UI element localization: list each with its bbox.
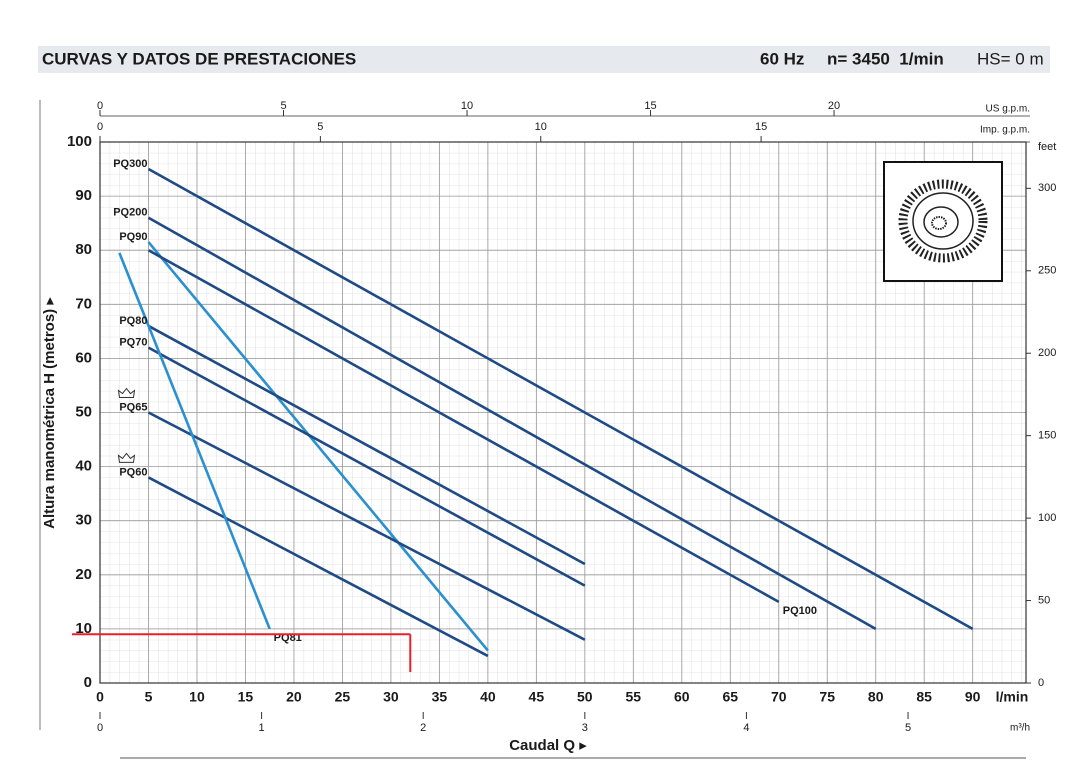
- x-tick-label: 55: [626, 689, 642, 705]
- y2-tick-label: 0: [1038, 677, 1044, 689]
- x-tick-label: 75: [819, 689, 835, 705]
- x-tick-label: 20: [286, 689, 302, 705]
- y-tick-label: 30: [75, 512, 92, 529]
- chart: CURVAS Y DATOS DE PRESTACIONES 60 Hz n= …: [0, 0, 1067, 782]
- y-tick-label: 40: [75, 458, 92, 475]
- curve-label: PQ100: [783, 605, 817, 617]
- y2-tick-label: 50: [1038, 594, 1050, 606]
- extra-axis-tick-label: 4: [743, 722, 749, 734]
- x-tick-label: 65: [722, 689, 738, 705]
- x-tick-label: 0: [96, 689, 104, 705]
- extra-axis-tick-label: 3: [582, 722, 588, 734]
- extra-axis-tick-label: 0: [97, 722, 103, 734]
- y2-tick-label: 200: [1038, 347, 1056, 359]
- x-tick-label: 5: [145, 689, 153, 705]
- x-tick-label: 40: [480, 689, 496, 705]
- impeller-bore: [932, 217, 946, 229]
- extra-axis-tick-label: 1: [259, 722, 265, 734]
- y2-tick-label: 250: [1038, 265, 1056, 277]
- curve-label: PQ70: [119, 336, 147, 348]
- x-tick-label: 30: [383, 689, 399, 705]
- x-tick-label: 15: [238, 689, 254, 705]
- extra-axis-tick-label: 15: [644, 100, 656, 112]
- x-tick-label: 85: [916, 689, 932, 705]
- y-tick-label: 90: [75, 187, 92, 204]
- extra-axis-tick-label: 0: [97, 121, 103, 133]
- x-tick-label: 80: [868, 689, 884, 705]
- y-axis-title: Altura manométrica H (metros) ▸: [41, 297, 58, 529]
- extra-axis-tick-label: 10: [535, 121, 547, 133]
- speed: n= 3450 1/min: [827, 49, 944, 68]
- extra-axis-unit: m³/h: [1010, 723, 1030, 734]
- x-axis-title: Caudal Q ▸: [509, 737, 587, 754]
- y2-tick-label: 300: [1038, 182, 1056, 194]
- x-tick-label: 90: [965, 689, 981, 705]
- curve-label: PQ90: [119, 231, 147, 243]
- x-tick-label: 70: [771, 689, 787, 705]
- curve-label: PQ300: [113, 158, 147, 170]
- extra-axis-tick-label: 15: [755, 121, 767, 133]
- y-tick-label: 20: [75, 566, 92, 583]
- x-tick-label: 60: [674, 689, 690, 705]
- x-tick-label: 50: [577, 689, 593, 705]
- extra-axis-tick-label: 20: [828, 100, 840, 112]
- y-tick-label: 70: [75, 295, 92, 312]
- curve-label: PQ60: [119, 466, 147, 478]
- x-tick-label: 25: [335, 689, 351, 705]
- extra-axis-unit: Imp. g.p.m.: [980, 125, 1030, 136]
- y2-tick-label: 150: [1038, 430, 1056, 442]
- y2-tick-label: 100: [1038, 512, 1056, 524]
- y2-unit: feet: [1038, 141, 1056, 153]
- extra-axis-tick-label: 5: [317, 121, 323, 133]
- x-tick-label: 45: [529, 689, 545, 705]
- x-unit: l/min: [996, 689, 1029, 705]
- y-tick-label: 0: [84, 674, 92, 691]
- extra-axis-tick-label: 5: [905, 722, 911, 734]
- chart-title: CURVAS Y DATOS DE PRESTACIONES: [42, 49, 356, 68]
- extra-axis-tick-label: 5: [280, 100, 286, 112]
- extra-axis-tick-label: 10: [461, 100, 473, 112]
- extra-axis-tick-label: 2: [420, 722, 426, 734]
- extra-axis-unit: US g.p.m.: [986, 104, 1030, 115]
- y-tick-label: 50: [75, 403, 92, 420]
- curve-label: PQ65: [119, 401, 147, 413]
- suction-head: HS= 0 m: [977, 49, 1044, 68]
- x-tick-label: 10: [189, 689, 205, 705]
- y-tick-label: 100: [67, 133, 92, 150]
- y-tick-label: 80: [75, 241, 92, 258]
- frequency: 60 Hz: [760, 49, 804, 68]
- y-tick-label: 60: [75, 349, 92, 366]
- impeller-inset: [884, 162, 1002, 281]
- page: CURVAS Y DATOS DE PRESTACIONES 60 Hz n= …: [0, 0, 1067, 782]
- extra-axis-tick-label: 0: [97, 100, 103, 112]
- curve-label: PQ200: [113, 207, 147, 219]
- curve-label: PQ80: [119, 315, 147, 327]
- x-tick-label: 35: [432, 689, 448, 705]
